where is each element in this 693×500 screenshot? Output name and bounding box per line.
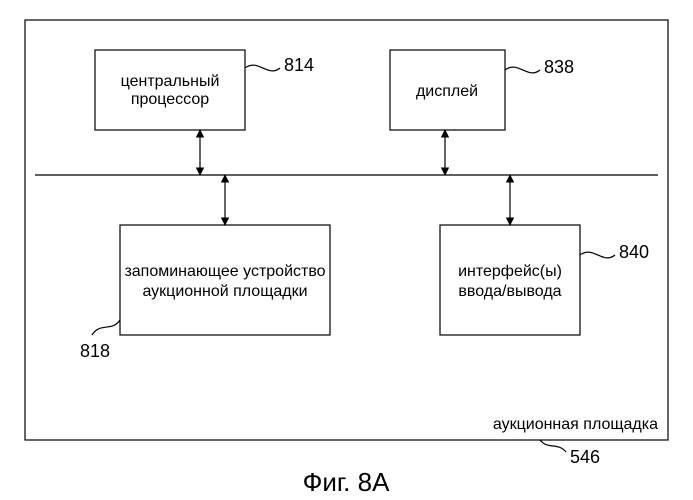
memory-label-2: аукционной площадки bbox=[142, 283, 307, 300]
outer-label: аукционная площадка bbox=[493, 416, 658, 433]
node-memory: запоминающее устройство аукционной площа… bbox=[120, 225, 330, 335]
cpu-label-2: процессор bbox=[131, 91, 209, 108]
io-label-2: ввода/вывода bbox=[458, 283, 561, 300]
node-display: дисплей bbox=[390, 50, 505, 130]
memory-ref: 818 bbox=[80, 341, 110, 361]
cpu-ref: 814 bbox=[284, 55, 314, 75]
display-label: дисплей bbox=[416, 83, 478, 100]
outer-lead bbox=[540, 440, 566, 452]
outer-ref: 546 bbox=[570, 447, 600, 467]
display-ref: 838 bbox=[544, 57, 574, 77]
node-io: интерфейс(ы) ввода/вывода bbox=[440, 225, 580, 335]
node-cpu: центральный процессор bbox=[95, 50, 245, 130]
memory-label-1: запоминающее устройство bbox=[124, 263, 325, 280]
io-ref: 840 bbox=[619, 242, 649, 262]
io-label-1: интерфейс(ы) bbox=[458, 263, 562, 280]
cpu-label-1: центральный bbox=[121, 73, 220, 90]
figure-caption: Фиг. 8А bbox=[303, 467, 391, 497]
